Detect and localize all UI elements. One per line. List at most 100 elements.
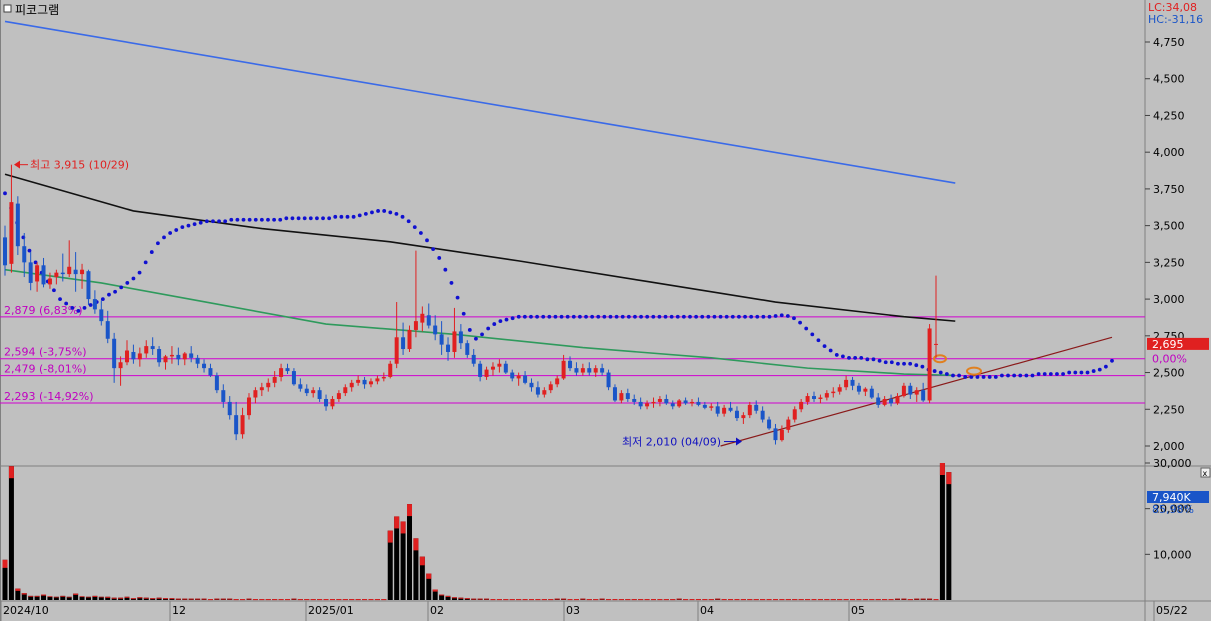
candle[interactable] [465,343,470,355]
candle[interactable] [657,398,662,402]
candle[interactable] [176,354,181,360]
candle[interactable] [754,404,759,411]
volume-bar[interactable] [413,538,419,600]
candle[interactable] [741,415,746,419]
candle[interactable] [291,371,296,385]
candle[interactable] [324,398,329,407]
candle[interactable] [600,368,605,373]
candle[interactable] [266,382,271,388]
volume-bar[interactable] [15,588,21,600]
candle[interactable] [690,401,695,404]
candle[interactable] [696,401,701,405]
candle[interactable] [510,372,515,379]
candle[interactable] [677,400,682,407]
close-icon[interactable] [1200,467,1211,478]
volume-bar[interactable] [21,593,27,600]
candle[interactable] [824,393,829,398]
candle[interactable] [561,360,566,379]
volume-bar[interactable] [98,596,104,600]
candle[interactable] [805,396,810,402]
candle[interactable] [901,385,906,397]
candle[interactable] [523,375,528,383]
candle[interactable] [934,343,938,345]
candle[interactable] [792,409,797,420]
candle[interactable] [259,387,264,391]
candle[interactable] [253,390,258,398]
candle[interactable] [767,419,772,429]
candle[interactable] [683,400,688,404]
candle[interactable] [92,299,97,310]
candle[interactable] [246,397,251,416]
volume-bar[interactable] [41,594,47,600]
volume-bar[interactable] [458,597,464,600]
candle[interactable] [818,397,823,399]
volume-bar[interactable] [92,595,98,600]
volume-bar[interactable] [105,596,111,600]
candle[interactable] [137,353,142,360]
price-pane[interactable]: 4,750 4,500 4,250 4,000 3,750 3,500 3,250 3,000… [0,20,1209,453]
candle[interactable] [35,265,40,282]
candle[interactable] [407,329,412,350]
volume-bar[interactable] [73,593,79,600]
candle[interactable] [9,202,14,264]
candle[interactable] [343,387,348,394]
candle[interactable] [163,356,168,363]
candle[interactable] [779,429,784,441]
candle[interactable] [645,403,650,407]
candle[interactable] [336,393,341,399]
candle[interactable] [625,393,630,399]
candle[interactable] [568,360,573,369]
volume-bar[interactable] [28,595,34,600]
candle[interactable] [709,406,714,408]
volume-bar[interactable] [53,596,59,600]
candle[interactable] [490,366,495,370]
candle[interactable] [381,376,386,379]
candle[interactable] [60,272,65,275]
candle[interactable] [856,385,861,392]
candle[interactable] [54,272,59,278]
candle[interactable] [227,401,232,416]
candle[interactable] [921,390,926,401]
volume-bar[interactable] [66,596,72,600]
candle[interactable] [375,378,380,382]
volume-bar[interactable] [137,597,143,600]
candle[interactable] [208,368,213,376]
candle[interactable] [439,334,444,345]
candle[interactable] [574,368,579,373]
candle[interactable] [182,353,187,360]
volume-bar[interactable] [946,472,952,600]
candle[interactable] [99,309,104,322]
candle[interactable] [478,363,483,377]
volume-bar[interactable] [79,596,85,600]
candle[interactable] [895,396,900,404]
candle[interactable] [47,278,52,285]
candle[interactable] [15,203,20,247]
candle[interactable] [722,407,727,414]
candle[interactable] [202,363,207,369]
window-icon[interactable] [3,4,12,13]
candle[interactable] [773,428,778,441]
candle[interactable] [67,266,72,275]
candle[interactable] [670,403,675,407]
candle[interactable] [272,376,277,383]
candle[interactable] [587,368,592,373]
candle[interactable] [279,368,284,377]
volume-bar[interactable] [407,504,413,600]
candle[interactable] [3,237,7,266]
candle[interactable] [837,387,842,392]
candle[interactable] [876,397,881,405]
candle[interactable] [664,398,669,404]
volume-bar[interactable] [419,556,425,600]
candle[interactable] [844,379,849,388]
candle[interactable] [356,379,361,383]
candle[interactable] [150,346,155,350]
candle[interactable] [484,369,489,377]
candle[interactable] [497,363,502,367]
candle[interactable] [914,390,919,395]
candle[interactable] [638,401,643,407]
volume-bar[interactable] [85,596,91,600]
candle[interactable] [169,354,174,357]
candle[interactable] [535,387,540,395]
